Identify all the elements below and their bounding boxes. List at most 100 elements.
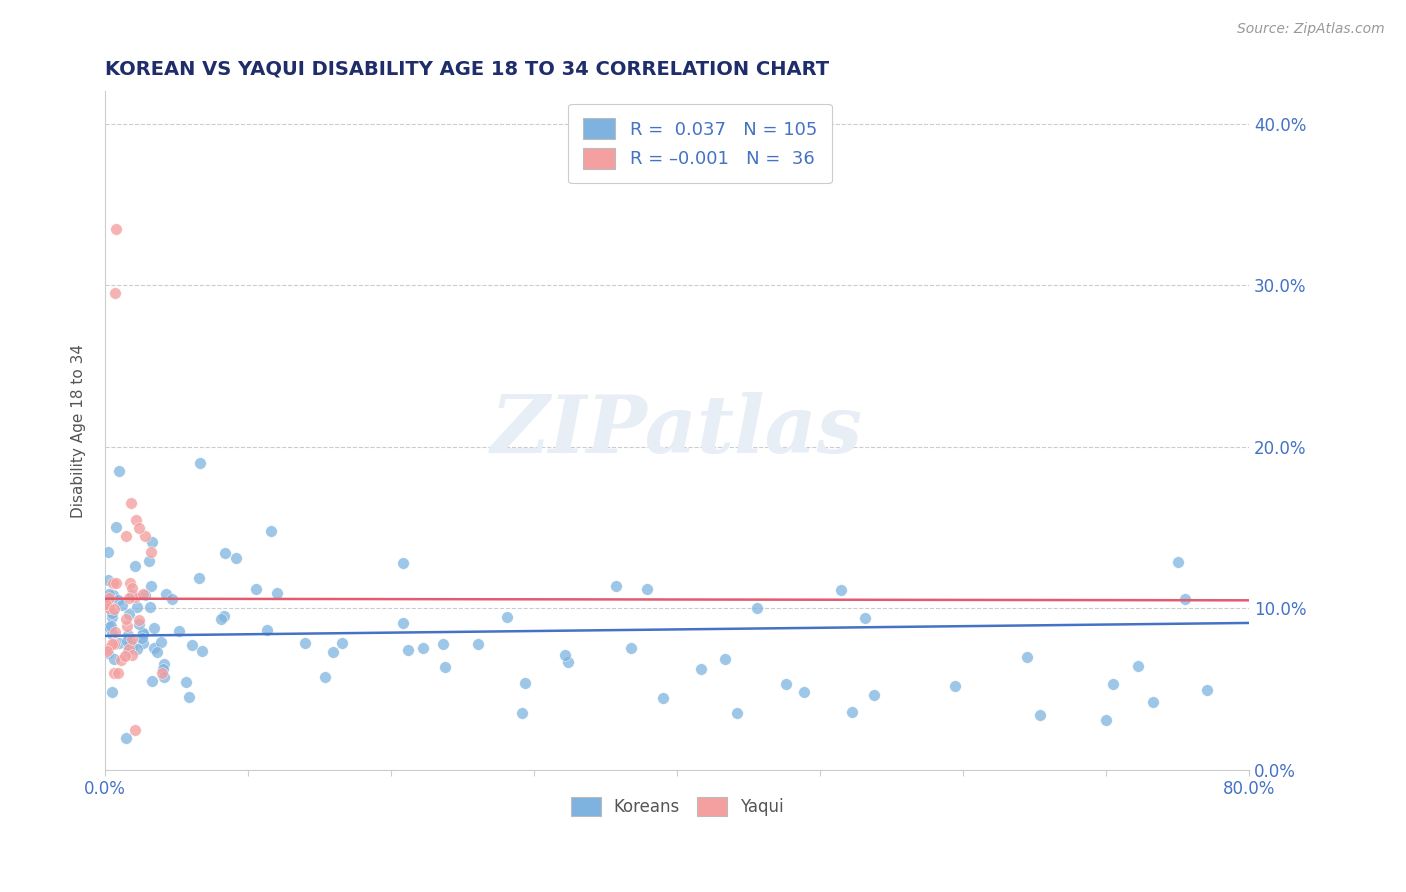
Point: [177, 690, 200, 704]
Point: [132, 626, 155, 640]
Point: [110, 653, 132, 667]
Point: [124, 591, 146, 605]
Point: [127, 642, 149, 657]
Point: [118, 639, 141, 653]
Point: [100, 627, 122, 641]
Point: [105, 221, 128, 235]
Point: [111, 598, 134, 612]
Point: [97, 597, 120, 611]
Point: [107, 464, 129, 478]
Point: [115, 612, 138, 626]
Point: [96, 597, 118, 611]
Point: [1167, 555, 1189, 569]
Point: [214, 545, 236, 559]
Point: [1142, 695, 1164, 709]
Point: [714, 652, 737, 666]
Point: [97, 545, 120, 559]
Point: [396, 642, 419, 657]
Point: [96, 644, 118, 658]
Point: [104, 625, 127, 640]
Point: [98, 620, 121, 634]
Point: [725, 706, 748, 720]
Point: [101, 637, 124, 651]
Text: Source: ZipAtlas.com: Source: ZipAtlas.com: [1237, 22, 1385, 37]
Point: [104, 576, 127, 591]
Point: [97, 601, 120, 615]
Point: [557, 655, 579, 669]
Point: [294, 636, 316, 650]
Point: [149, 635, 172, 649]
Point: [1015, 650, 1038, 665]
Point: [100, 619, 122, 633]
Point: [143, 621, 166, 635]
Point: [97, 587, 120, 601]
Point: [97, 591, 120, 605]
Point: [143, 640, 166, 655]
Point: [467, 637, 489, 651]
Point: [124, 558, 146, 573]
Point: [191, 644, 214, 658]
Point: [100, 607, 122, 621]
Point: [103, 602, 125, 616]
Point: [121, 640, 143, 654]
Point: [209, 612, 232, 626]
Point: [104, 286, 127, 301]
Point: [174, 674, 197, 689]
Point: [107, 593, 129, 607]
Point: [153, 657, 176, 672]
Point: [138, 554, 160, 568]
Point: [605, 579, 627, 593]
Point: [101, 684, 124, 698]
Point: [115, 529, 138, 543]
Point: [1195, 683, 1218, 698]
Point: [101, 610, 124, 624]
Point: [256, 623, 278, 637]
Point: [162, 591, 184, 606]
Point: [117, 641, 139, 656]
Point: [103, 637, 125, 651]
Point: [510, 706, 533, 720]
Point: [167, 624, 190, 639]
Point: [115, 633, 138, 648]
Point: [118, 634, 141, 648]
Point: [132, 627, 155, 641]
Point: [432, 637, 454, 651]
Point: [132, 587, 155, 601]
Legend: Koreans, Yaqui: Koreans, Yaqui: [564, 790, 790, 822]
Point: [245, 582, 267, 596]
Point: [434, 660, 457, 674]
Point: [125, 512, 148, 526]
Point: [103, 666, 125, 681]
Point: [391, 556, 413, 570]
Point: [651, 691, 673, 706]
Point: [775, 677, 797, 691]
Point: [120, 575, 142, 590]
Point: [103, 651, 125, 665]
Point: [131, 631, 153, 645]
Point: [1095, 713, 1118, 727]
Point: [188, 571, 211, 585]
Point: [496, 610, 519, 624]
Point: [745, 601, 768, 615]
Point: [314, 670, 336, 684]
Point: [153, 670, 176, 684]
Point: [152, 662, 174, 676]
Point: [97, 646, 120, 660]
Point: [266, 586, 288, 600]
Point: [792, 685, 814, 699]
Point: [1029, 707, 1052, 722]
Point: [141, 673, 163, 688]
Point: [863, 688, 886, 702]
Point: [260, 524, 283, 538]
Point: [188, 456, 211, 470]
Point: [853, 611, 876, 625]
Point: [117, 628, 139, 642]
Point: [620, 640, 643, 655]
Point: [134, 529, 156, 543]
Point: [141, 534, 163, 549]
Point: [139, 579, 162, 593]
Point: [114, 731, 136, 745]
Point: [830, 583, 852, 598]
Point: [412, 641, 434, 656]
Point: [636, 582, 658, 597]
